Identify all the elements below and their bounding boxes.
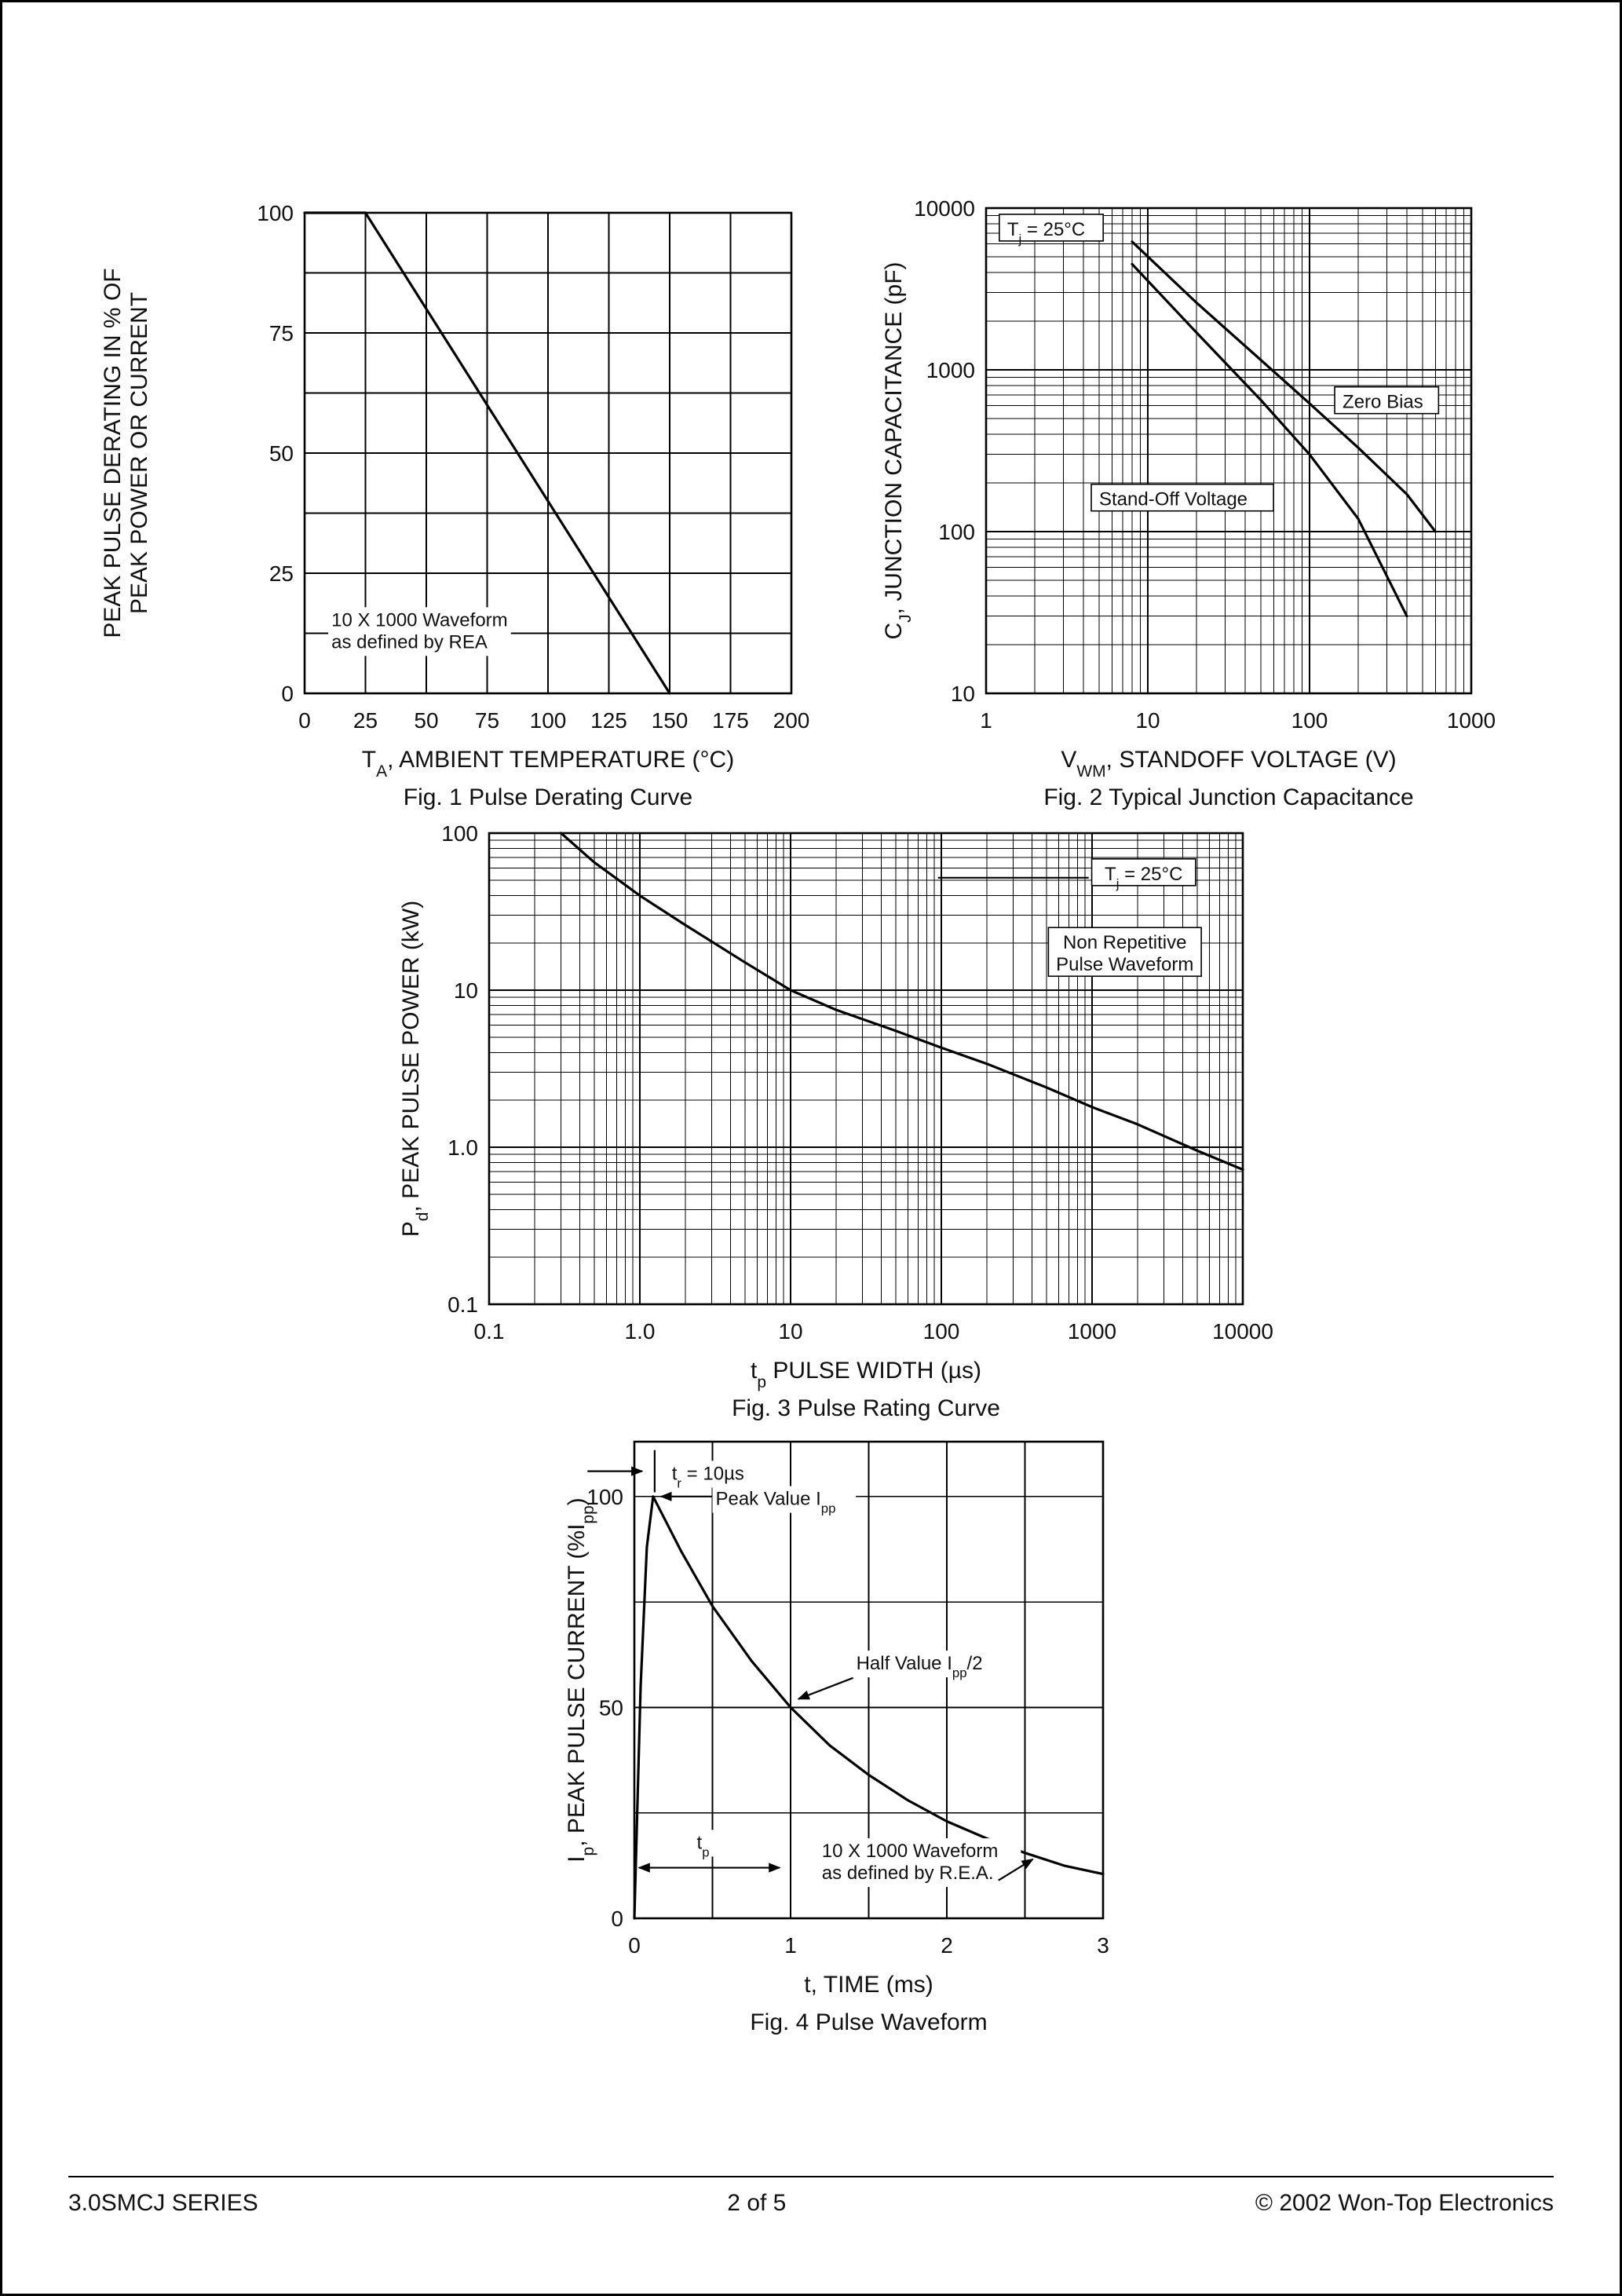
stand-off-voltage-curve [1131,262,1408,618]
x-tick-label: 75 [475,708,499,733]
footer-page-number: 2 of 5 [727,2190,787,2216]
y-tick-label: 100 [441,821,478,846]
footer-copyright: © 2002 Won-Top Electronics [1255,2190,1554,2216]
y-axis-label: Ip, PEAK PULSE CURRENT (%Ipp) [564,1497,597,1863]
x-tick-label: 1 [784,1933,797,1958]
x-tick-label: 2 [941,1933,953,1958]
x-tick-label: 175 [712,708,749,733]
annotation-bg [1334,386,1440,415]
pulse-derating-chart: 0 25 50 75 100 125 150 175 200 0 25 50 75 100 TA, AMBI… [100,201,809,810]
annotation-bg [1090,483,1274,512]
x-tick-label: 1 [980,708,992,733]
annotation-text: Stand-Off Voltage [1099,489,1248,510]
x-tick-label: 125 [590,708,627,733]
x-tick-label: 25 [353,708,378,733]
plot-frame [985,207,1473,695]
x-axis-label: tp PULSE WIDTH (µs) [751,1358,981,1391]
plot-frame [303,211,793,695]
annotation-text: 10 X 1000 Waveform [331,609,508,631]
zero-bias-curve [1131,240,1437,533]
plot-frame [633,1440,1105,1920]
x-tick-label: 0.1 [474,1319,505,1344]
annotation-bg [818,1838,1021,1888]
y-axis-label: PEAK PULSE DERATING IN % OF [100,268,126,638]
y-tick-label: 10 [951,682,975,706]
figure-caption: Fig. 2 Typical Junction Capacitance [1043,784,1413,810]
pulse-waveform-chart: 0 1 2 3 0 50 100 t, TIME (ms) Fig. 4 Pulse Wavef… [564,1440,1109,2035]
footer-series-name: 3.0SMCJ SERIES [68,2190,258,2216]
annotation-text: Tj = 25°C [1007,219,1085,247]
pulse-power-curve [559,832,1244,1172]
derating-line [303,211,671,695]
x-tick-label: 50 [414,708,438,733]
figure-caption: Fig. 3 Pulse Rating Curve [732,1395,1000,1421]
y-tick-label: 0 [281,682,294,706]
y-tick-label: 100 [938,520,975,544]
y-tick-label: 1.0 [448,1135,478,1160]
page-footer: 3.0SMCJ SERIES 2 of 5 © 2002 Won-Top Ele… [68,2176,1554,2217]
y-tick-label: 75 [269,321,294,345]
y-tick-label: 1000 [926,358,975,382]
annotation-text: Pulse Waveform [1056,954,1193,975]
annotation-arrow [797,1676,853,1700]
y-axis-label: PEAK POWER OR CURRENT [126,292,152,614]
x-tick-label: 10 [778,1319,802,1344]
annotation-bg [999,214,1104,242]
x-tick-label: 10 [1135,708,1160,733]
annotation-bg [668,1461,764,1488]
y-tick-label: 10 [454,978,478,1003]
x-tick-label: 1000 [1068,1319,1116,1344]
annotation-text: as defined by R.E.A. [822,1863,994,1884]
x-tick-label: 150 [652,708,689,733]
annotation-text: Zero Bias [1343,392,1423,413]
annotation-bg [1047,927,1202,978]
pulse-rating-chart: 0.1 1.0 10 100 1000 10000 0.1 1.0 10 100 tp PULSE … [398,821,1273,1421]
x-tick-label: 3 [1097,1933,1109,1958]
x-tick-label: 10000 [1212,1319,1273,1344]
y-tick-label: 100 [257,201,294,225]
x-axis-label: VWM, STANDOFF VOLTAGE (V) [1061,747,1396,781]
annotation-text: 10 X 1000 Waveform [822,1841,999,1862]
annotation-bg [690,1830,717,1857]
x-tick-label: 1000 [1447,708,1496,733]
x-axis-label: TA, AMBIENT TEMPERATURE (°C) [362,747,734,781]
annotation-bg [328,607,511,656]
annotation-text: Peak Value Ipp [715,1489,835,1516]
x-tick-label: 1.0 [625,1319,656,1344]
y-tick-label: 0 [611,1907,623,1931]
x-tick-label: 200 [773,708,810,733]
y-axis-label: CJ, JUNCTION CAPACITANCE (pF) [881,261,915,639]
y-tick-label: 10000 [914,196,975,221]
y-tick-label: 0.1 [448,1292,478,1317]
annotation-text: tp [697,1832,710,1859]
y-axis-label: Pd, PEAK PULSE POWER (kW) [398,901,432,1237]
figure-caption: Fig. 1 Pulse Derating Curve [404,784,693,810]
annotation-arrow [998,1858,1034,1881]
x-tick-label: 100 [1291,708,1328,733]
x-tick-label: 100 [530,708,567,733]
x-tick-label: 100 [923,1319,960,1344]
x-tick-label: 0 [298,708,311,733]
annotation-text: Non Repetitive [1063,932,1186,953]
annotation-text: Half Value Ipp/2 [857,1653,983,1680]
annotation-text: Tj = 25°C [1105,864,1182,891]
annotation-bg [712,1486,857,1513]
figure-caption: Fig. 4 Pulse Waveform [750,2009,987,2035]
annotation-bg [1090,857,1196,887]
plot-frame [488,832,1244,1306]
y-tick-label: 50 [599,1695,623,1720]
y-tick-label: 100 [586,1485,623,1509]
annotation-text: tr = 10µs [672,1463,744,1490]
x-axis-label: t, TIME (ms) [804,1972,933,1998]
annotation-bg [853,1651,1017,1678]
annotation-text: as defined by REA [331,631,488,653]
y-tick-label: 25 [269,561,294,586]
y-tick-label: 50 [269,441,294,466]
x-tick-label: 0 [628,1933,641,1958]
